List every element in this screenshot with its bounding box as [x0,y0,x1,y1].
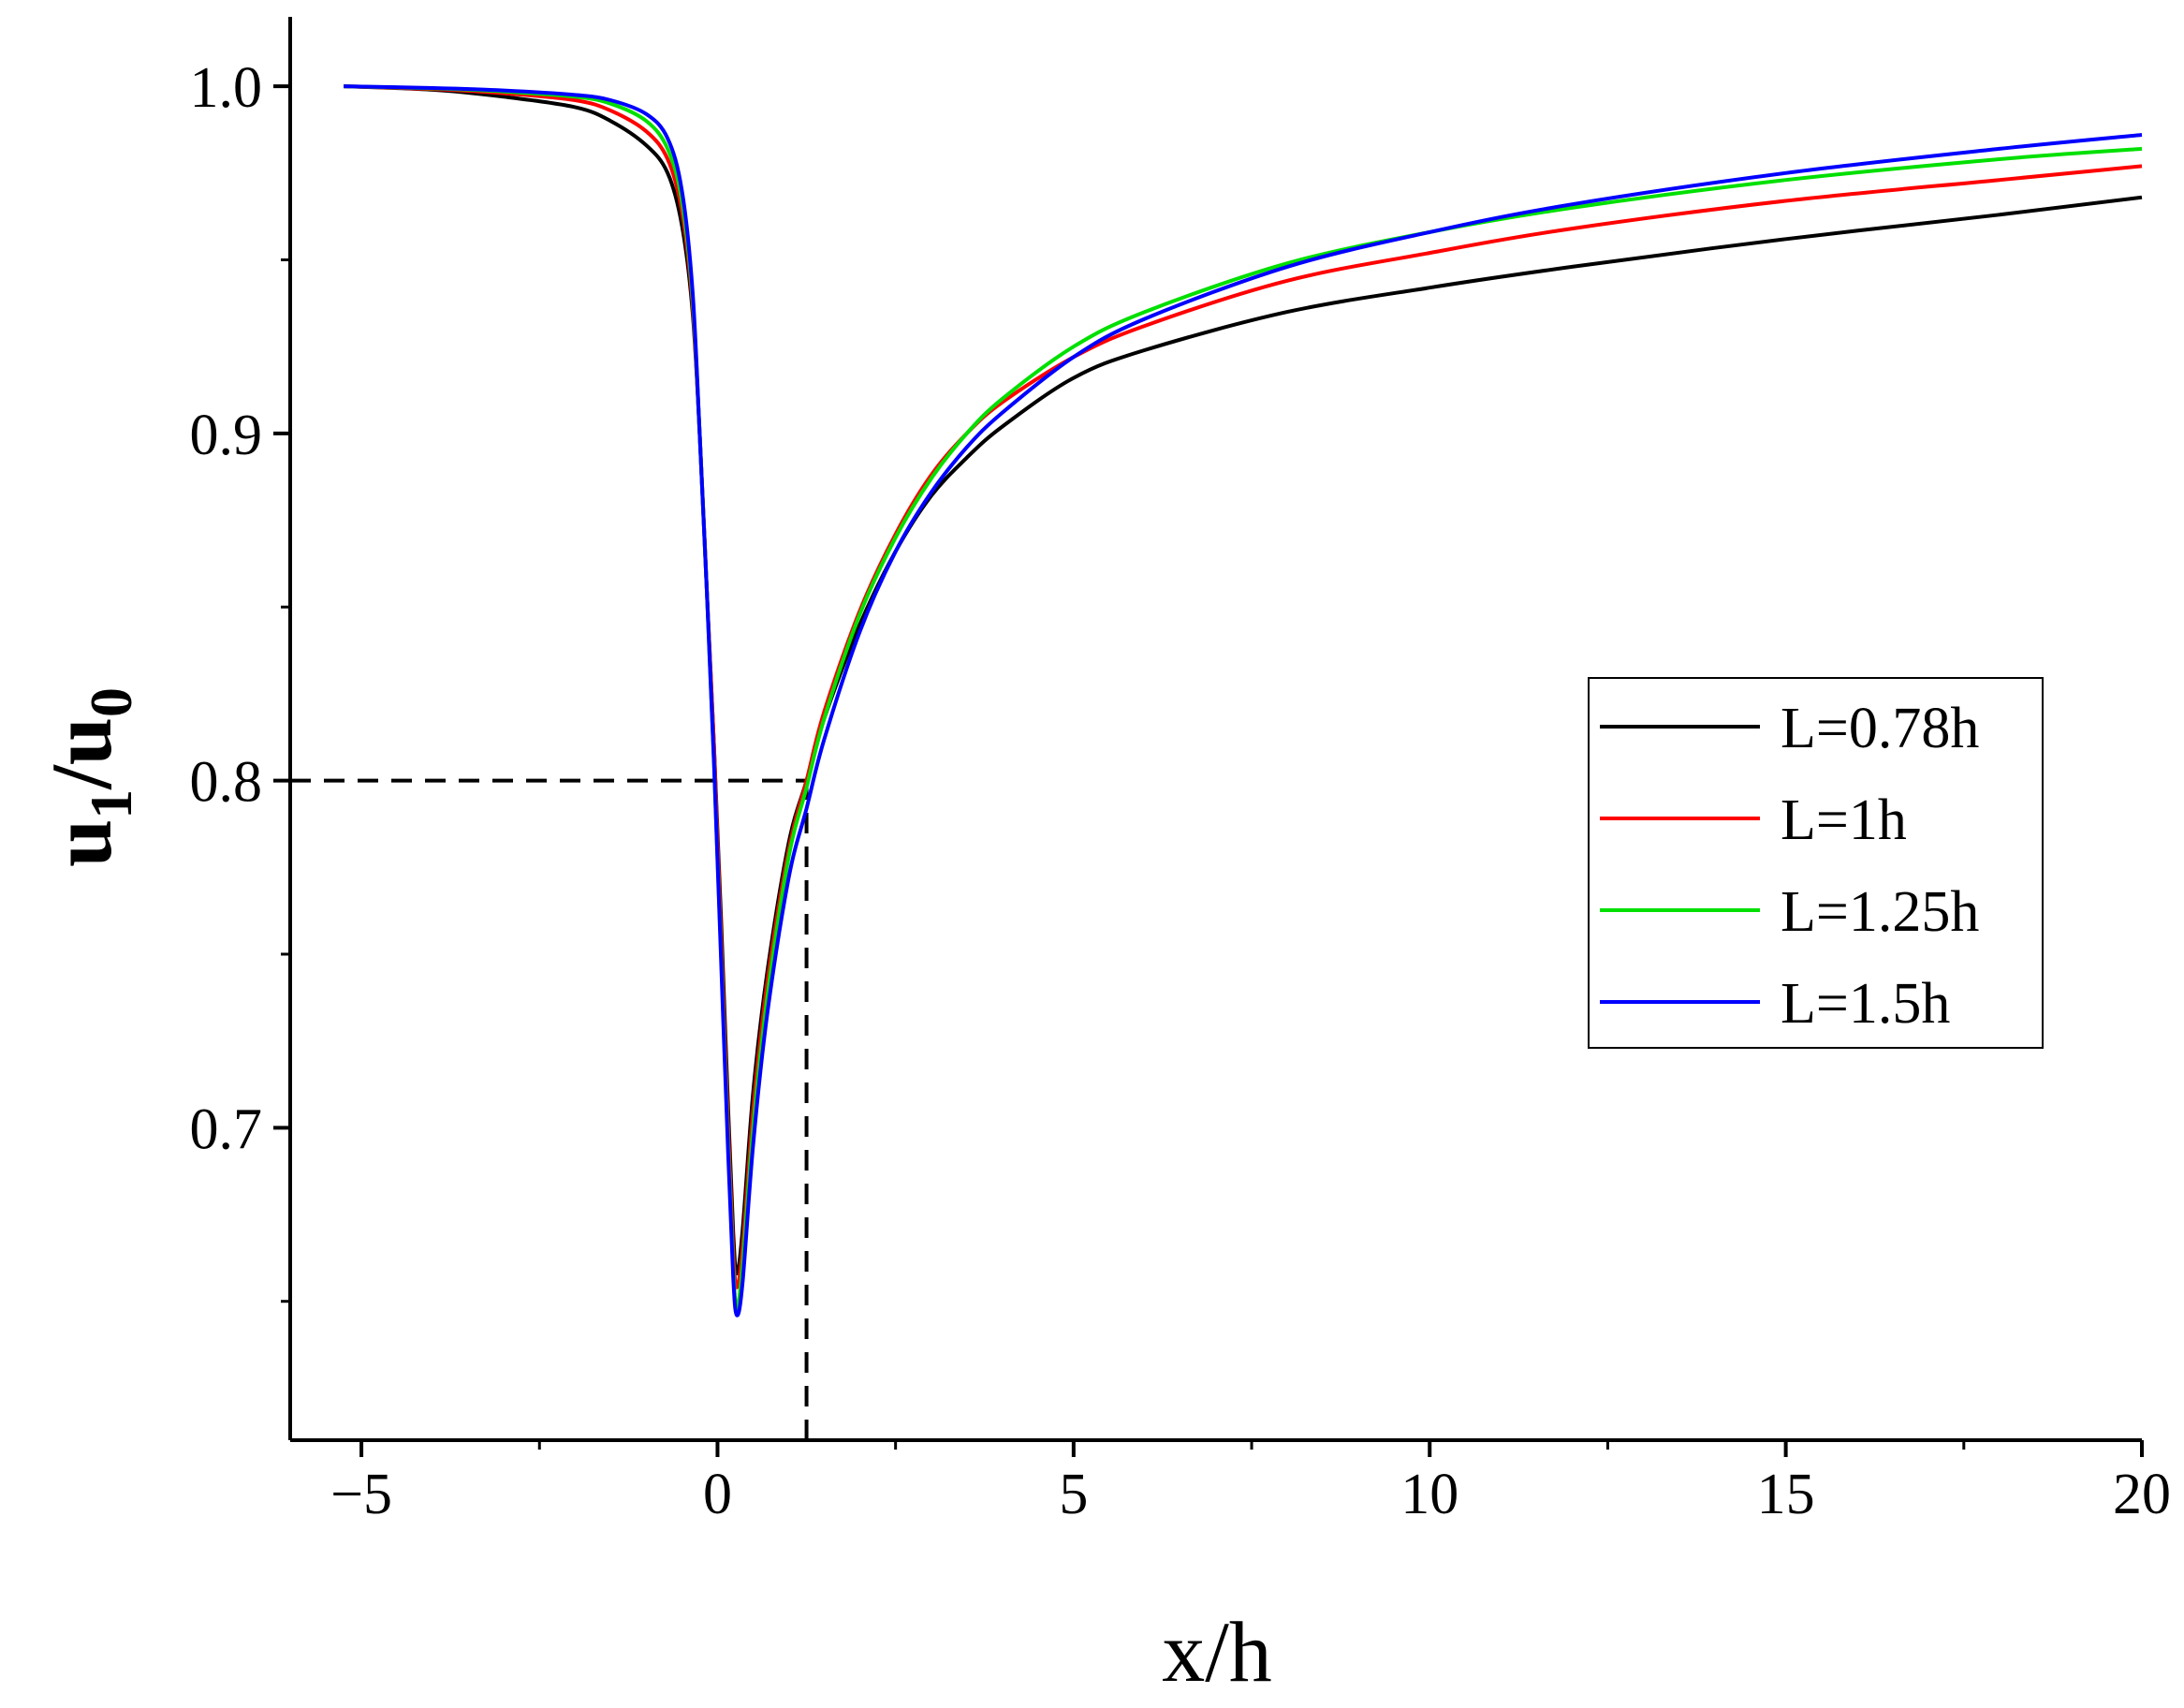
legend-label-2: L=1h [1781,788,1907,852]
ticks [273,84,2144,1457]
series-layer [344,84,2143,1318]
y-tick-label: 1.0 [190,56,263,120]
legend-label-3: L=1.25h [1781,880,1979,944]
x-tick-label: 0 [703,1463,732,1526]
x-tick-label: −5 [330,1463,392,1526]
y-axis-label-main: u [34,819,129,867]
legend-label-4: L=1.5h [1781,972,1950,1036]
y-axis-label-sub2: 0 [78,687,144,717]
y-axis-label-mid: /u [34,717,129,790]
y-axis-label: u1/u0 [34,687,144,867]
y-tick-label: 0.9 [190,404,263,467]
x-tick-label: 15 [1757,1463,1815,1526]
y-tick-label: 0.7 [190,1097,263,1161]
legend-label-1: L=0.78h [1781,697,1979,760]
legend: L=0.78h L=1h L=1.25h L=1.5h [1588,677,2044,1049]
y-tick-label: 0.8 [190,751,263,815]
x-axis-label: x/h [1162,1604,1272,1700]
tick-labels: −5 0 5 10 15 20 0.7 0.8 0.9 1.0 [190,56,2172,1526]
axes [288,17,2142,1442]
legend-box [1588,677,2044,1049]
reference-lines [290,778,809,1440]
x-tick-label: 20 [2113,1463,2171,1526]
x-tick-label: 10 [1400,1463,1458,1526]
series-line-4 [344,84,2143,1318]
x-tick-label: 5 [1059,1463,1088,1526]
y-axis-label-sub1: 1 [78,789,144,819]
